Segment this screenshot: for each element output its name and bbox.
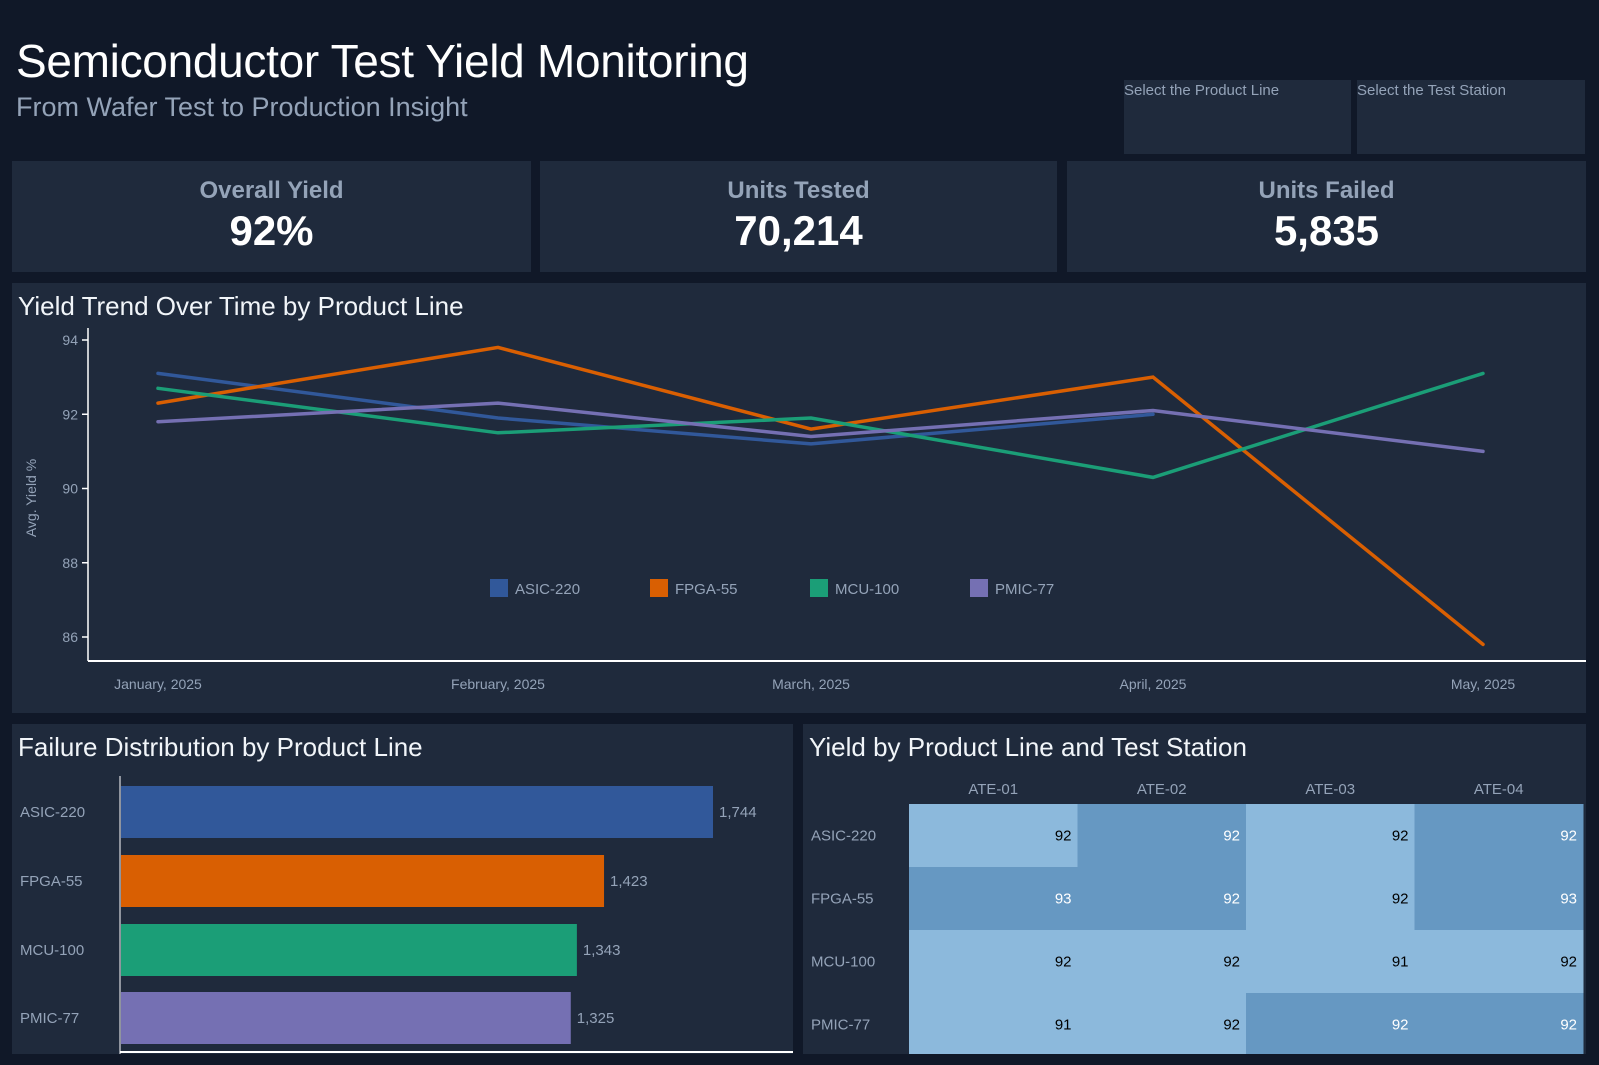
failure-distribution-chart: ASIC-220 1,744 FPGA-55 1,423 MCU-100 1,343 PMI… (20, 776, 793, 1054)
heatmap-cell-value: 93 (1055, 891, 1072, 908)
kpi-value: 5,835 (1273, 207, 1380, 254)
heatmap-cell (1077, 930, 1247, 994)
heatmap-cell-value: 92 (1223, 891, 1240, 908)
kpi-card-overall-yield: Overall Yield 92% (12, 161, 531, 272)
heatmap-cell-value: 92 (1223, 828, 1240, 845)
bar-mcu-100 (121, 924, 577, 976)
heatmap-cell-value: 91 (1055, 1017, 1072, 1034)
bar-value-label: 1,343 (583, 942, 621, 959)
dashboard-title: Semiconductor Test Yield Monitoring (16, 35, 749, 87)
heatmap-cell-value: 92 (1055, 954, 1072, 971)
heatmap-cell (1414, 867, 1584, 931)
heatmap-cell (1246, 930, 1415, 994)
y-tick-label: 88 (62, 555, 78, 571)
y-tick-label: 94 (62, 332, 78, 348)
legend-label: PMIC-77 (995, 581, 1054, 598)
legend-swatch-mcu-100 (810, 579, 828, 597)
heatmap-cell (1414, 993, 1584, 1054)
heatmap-column-label: ATE-01 (968, 781, 1018, 798)
heatmap-row-label: PMIC-77 (811, 1017, 870, 1034)
dashboard-subtitle: From Wafer Test to Production Insight (16, 92, 468, 122)
heatmap-cell (1246, 804, 1415, 868)
yield-heatmap-panel: Yield by Product Line and Test Station A… (803, 724, 1586, 1054)
series-line-asic-220 (156, 371, 1155, 446)
series-line-pmic-77 (156, 401, 1485, 454)
heatmap-cell (909, 930, 1078, 994)
heatmap-cell (1414, 804, 1584, 868)
y-tick-label: 90 (62, 481, 78, 497)
bar-value-label: 1,423 (610, 873, 648, 890)
heatmap-cell-value: 92 (1560, 954, 1577, 971)
heatmap-cell-value: 92 (1223, 954, 1240, 971)
heatmap-cell (1077, 993, 1247, 1054)
x-tick-label: March, 2025 (772, 676, 850, 692)
test-station-filter-placeholder: Select the Test Station (1357, 82, 1506, 99)
yield-heatmap-title: Yield by Product Line and Test Station (809, 732, 1247, 762)
bar-category-label: FPGA-55 (20, 873, 83, 890)
bar-category-label: PMIC-77 (20, 1010, 79, 1027)
kpi-card-units-failed: Units Failed 5,835 (1067, 161, 1586, 272)
x-tick-label: May, 2025 (1451, 676, 1516, 692)
legend-label: FPGA-55 (675, 581, 738, 598)
heatmap-cell (909, 993, 1078, 1054)
bar-category-label: MCU-100 (20, 942, 84, 959)
yield-trend-chart: 86 88 90 92 94 Avg. Yield % January, 2025 Febru… (23, 328, 1586, 692)
heatmap-cell (1077, 867, 1247, 931)
x-tick-label: February, 2025 (451, 676, 545, 692)
heatmap-column-label: ATE-03 (1305, 781, 1355, 798)
heatmap-row-label: MCU-100 (811, 954, 875, 971)
heatmap-cell-value: 92 (1392, 891, 1409, 908)
heatmap-cell-value: 93 (1560, 891, 1577, 908)
kpi-label: Units Tested (727, 177, 870, 204)
yield-trend-title: Yield Trend Over Time by Product Line (18, 291, 464, 321)
x-tick-label: January, 2025 (114, 676, 202, 692)
yield-trend-panel: Yield Trend Over Time by Product Line 86… (12, 283, 1586, 713)
heatmap-cell (1077, 804, 1247, 868)
heatmap-cell-value: 92 (1560, 828, 1577, 845)
bar-value-label: 1,744 (719, 804, 757, 821)
y-tick-label: 92 (62, 406, 78, 422)
series-line-fpga-55 (156, 345, 1485, 647)
heatmap-column-label: ATE-04 (1474, 781, 1524, 798)
yield-heatmap-chart: ATE-01 ATE-02 ATE-03 ATE-04 ASIC-220 92 92 92 92… (811, 781, 1584, 1054)
kpi-label: Overall Yield (199, 177, 344, 204)
heatmap-cell (1414, 930, 1584, 994)
failure-distribution-panel: Failure Distribution by Product Line ASI… (12, 724, 793, 1054)
series-line-mcu-100 (156, 371, 1485, 480)
legend-swatch-asic-220 (490, 579, 508, 597)
legend-swatch-fpga-55 (650, 579, 668, 597)
failure-distribution-title: Failure Distribution by Product Line (18, 732, 423, 762)
heatmap-cell (1246, 867, 1415, 931)
heatmap-cell-value: 92 (1055, 828, 1072, 845)
x-tick-label: April, 2025 (1120, 676, 1187, 692)
product-line-filter[interactable]: Select the Product Line (1124, 80, 1351, 154)
test-station-filter[interactable]: Select the Test Station (1357, 80, 1585, 154)
legend-label: ASIC-220 (515, 581, 580, 598)
kpi-card-units-tested: Units Tested 70,214 (540, 161, 1057, 272)
kpi-value: 70,214 (734, 207, 863, 254)
heatmap-cell (909, 867, 1078, 931)
kpi-label: Units Failed (1258, 177, 1395, 204)
heatmap-cell (909, 804, 1078, 868)
heatmap-cell-value: 92 (1392, 1017, 1409, 1034)
heatmap-cell-value: 92 (1560, 1017, 1577, 1034)
heatmap-cell (1246, 993, 1415, 1054)
heatmap-cell-value: 92 (1392, 828, 1409, 845)
kpi-value: 92% (229, 207, 314, 254)
heatmap-column-label: ATE-02 (1137, 781, 1187, 798)
heatmap-row-label: ASIC-220 (811, 828, 876, 845)
bar-category-label: ASIC-220 (20, 804, 85, 821)
legend-swatch-pmic-77 (970, 579, 988, 597)
y-tick-label: 86 (62, 629, 78, 645)
bar-pmic-77 (121, 992, 571, 1044)
product-line-filter-placeholder: Select the Product Line (1124, 82, 1280, 99)
bar-value-label: 1,325 (577, 1010, 615, 1027)
heatmap-cell-value: 92 (1223, 1017, 1240, 1034)
heatmap-cell-value: 91 (1392, 954, 1409, 971)
bar-fpga-55 (121, 855, 605, 907)
heatmap-row-label: FPGA-55 (811, 891, 874, 908)
legend-label: MCU-100 (835, 581, 899, 598)
y-axis-label: Avg. Yield % (23, 459, 39, 537)
bar-asic-220 (121, 786, 713, 838)
